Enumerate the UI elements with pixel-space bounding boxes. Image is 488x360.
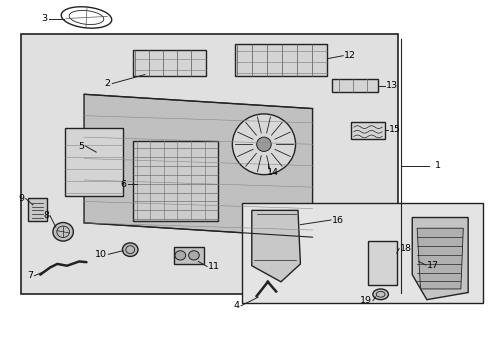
FancyBboxPatch shape xyxy=(242,203,482,303)
Ellipse shape xyxy=(256,137,271,152)
Text: 16: 16 xyxy=(331,216,344,225)
FancyBboxPatch shape xyxy=(132,50,205,76)
FancyBboxPatch shape xyxy=(21,33,397,294)
Text: 12: 12 xyxy=(344,51,355,60)
Ellipse shape xyxy=(232,114,295,175)
Ellipse shape xyxy=(53,222,73,241)
Text: 2: 2 xyxy=(104,79,111,88)
Text: 8: 8 xyxy=(43,211,49,220)
Text: 7: 7 xyxy=(27,271,33,280)
FancyBboxPatch shape xyxy=(368,241,396,285)
Text: 15: 15 xyxy=(388,126,401,135)
Text: 11: 11 xyxy=(207,262,220,271)
Text: 19: 19 xyxy=(359,296,371,305)
Text: 3: 3 xyxy=(41,14,47,23)
FancyBboxPatch shape xyxy=(174,247,203,264)
FancyBboxPatch shape xyxy=(234,44,326,76)
Text: 17: 17 xyxy=(426,261,438,270)
Text: 9: 9 xyxy=(19,194,25,203)
Polygon shape xyxy=(84,94,312,237)
FancyBboxPatch shape xyxy=(331,79,377,93)
Text: 13: 13 xyxy=(385,81,397,90)
Text: 18: 18 xyxy=(399,244,411,253)
Ellipse shape xyxy=(122,243,138,256)
FancyBboxPatch shape xyxy=(351,122,384,139)
Ellipse shape xyxy=(372,289,387,300)
Text: 14: 14 xyxy=(266,168,278,177)
Text: 10: 10 xyxy=(95,250,107,259)
FancyBboxPatch shape xyxy=(64,128,122,196)
Polygon shape xyxy=(416,228,462,289)
Polygon shape xyxy=(411,217,467,300)
Polygon shape xyxy=(251,210,300,282)
Ellipse shape xyxy=(175,251,185,260)
Ellipse shape xyxy=(188,251,199,260)
Text: 1: 1 xyxy=(434,161,440,170)
Text: 4: 4 xyxy=(233,301,239,310)
Text: 5: 5 xyxy=(78,141,84,150)
FancyBboxPatch shape xyxy=(28,198,46,221)
Text: 6: 6 xyxy=(121,180,126,189)
FancyBboxPatch shape xyxy=(132,141,217,221)
